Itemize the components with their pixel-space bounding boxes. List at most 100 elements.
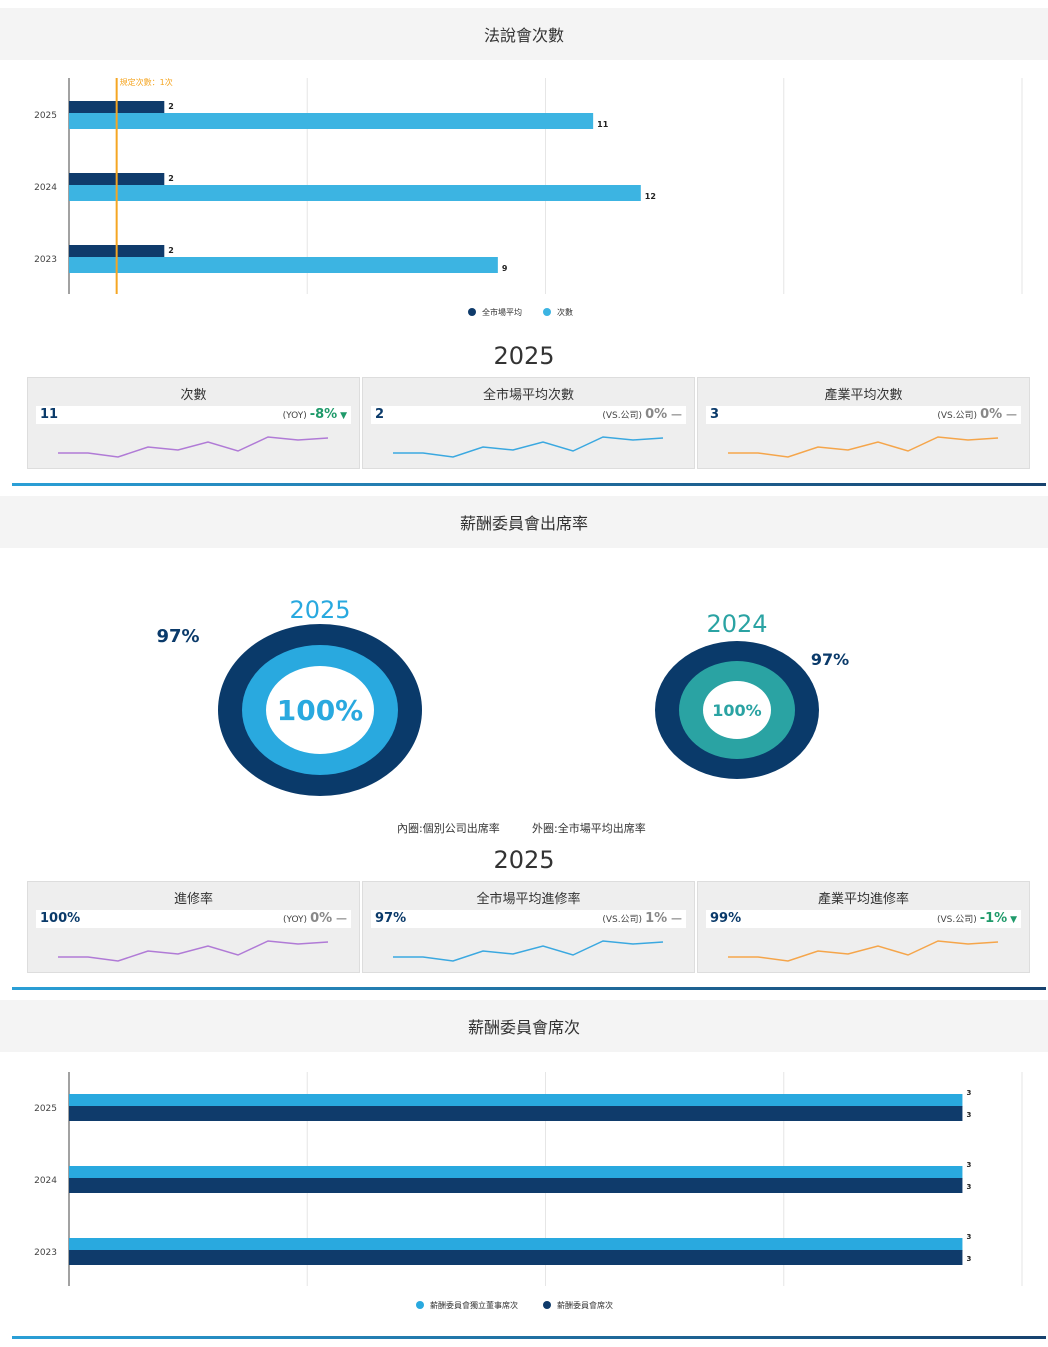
legend-marker (543, 308, 551, 316)
kpi2-year: 2025 (493, 846, 555, 874)
kpi-comparison: (VS.公司) 0% — (602, 407, 682, 422)
seats-bar-chart: 2025 3 3 2024 3 3 2023 3 3 薪酬委員會獨立董事席次 薪酬委員會席次 (34, 1072, 1023, 1310)
bar-count (69, 257, 498, 273)
kpi-title: 產業平均進修率 (817, 892, 909, 907)
kpi-value-row: 3 (VS.公司) 0% — (706, 406, 1021, 424)
kpi-comparison-tag: (YOY) (282, 411, 307, 421)
legend-label: 薪酬委員會席次 (557, 1300, 613, 1310)
kpi-comparison: (VS.公司) 0% — (937, 407, 1017, 422)
y-tick-label: 2024 (34, 1176, 57, 1186)
kpi-comparison: (YOY) -8% ▼ (283, 407, 347, 422)
kpi-sparkline (728, 940, 999, 962)
data-label: 12 (645, 192, 656, 201)
separator (12, 1336, 1046, 1339)
data-label: 2 (168, 102, 174, 111)
dash-icon: — (1002, 408, 1017, 421)
kpi-card: 產業平均次數 3 (VS.公司) 0% — (697, 377, 1030, 469)
kpi-card: 進修率 100% (YOY) 0% — (27, 881, 360, 973)
kpi-comparison-tag: (VS.公司) (602, 411, 643, 421)
kpi-value: 2 (375, 407, 385, 422)
data-label: 3 (966, 1255, 971, 1263)
kpi-comparison-tag: (VS.公司) (936, 915, 977, 925)
y-tick-label: 2025 (34, 1104, 57, 1114)
data-label: 2 (168, 174, 174, 183)
kpi2-row: 進修率 100% (YOY) 0% — 全市場平均進修率 97% (VS.公司) 1% — 產業… (27, 881, 1030, 973)
kpi-value: 99% (710, 911, 742, 926)
legend-marker (468, 308, 476, 316)
legend-label: 全市場平均 (482, 307, 522, 317)
kpi-comparison: (VS.公司) 1% — (602, 911, 682, 926)
legend-marker (543, 1301, 551, 1309)
sparkline-path (58, 940, 329, 962)
y-tick-label: 2025 (34, 111, 57, 121)
kpi-change-pct: -8% (309, 407, 338, 422)
caption-outer: 外圈:全市場平均出席率 (532, 821, 646, 835)
separator (12, 483, 1046, 486)
attendance-chart-area: 100% 2025 97% 100% 2024 97% 內圈:個別公司出席率 外圈:全市場平均… (12, 548, 1048, 848)
kpi-value: 3 (710, 407, 720, 422)
data-label: 3 (966, 1161, 971, 1169)
seats-chart-area: 2025 3 3 2024 3 3 2023 3 3 薪酬委員會獨立董事席次 薪酬委員會席次 (12, 1052, 1048, 1322)
kpi-card: 產業平均進修率 99% (VS.公司) -1% ▼ (697, 881, 1030, 973)
y-tick-label: 2023 (34, 255, 57, 265)
dash-icon: — (332, 912, 347, 925)
sparkline-path (58, 436, 329, 458)
data-label: 3 (966, 1183, 971, 1191)
bar-count (69, 113, 594, 129)
kpi-comparison-tag: (VS.公司) (937, 411, 978, 421)
donut-center (703, 681, 771, 739)
kpi-card: 全市場平均次數 2 (VS.公司) 0% — (362, 377, 695, 469)
inner-value-label: 100% (712, 701, 761, 720)
kpi-value-row: 2 (VS.公司) 0% — (371, 406, 686, 424)
kpi-title: 次數 (180, 388, 207, 403)
data-label: 2 (168, 246, 174, 255)
bar-independent-seats (69, 1238, 963, 1251)
kpi-change-pct: 0% (980, 407, 1003, 422)
kpi1-row: 次數 11 (YOY) -8% ▼ 全市場平均次數 2 (VS.公司) 0% — 產業平均次數 3… (27, 377, 1030, 469)
kpi-change-pct: 1% (645, 911, 668, 926)
bar-independent-seats (69, 1166, 963, 1179)
legend-label: 薪酬委員會獨立董事席次 (430, 1300, 518, 1310)
kpi-value-row: 100% (YOY) 0% — (36, 910, 351, 928)
kpi-value: 11 (40, 407, 59, 422)
bar-independent-seats (69, 1094, 963, 1107)
donut-year-label: 2024 (706, 610, 767, 638)
data-label: 3 (966, 1233, 971, 1241)
section-title-briefings: 法說會次數 (0, 8, 1048, 60)
bar-count (69, 185, 641, 201)
outer-value-label: 97% (156, 626, 199, 647)
section-title-seats: 薪酬委員會席次 (0, 1000, 1048, 1052)
sparkline-path (393, 940, 664, 962)
kpi-comparison: (YOY) 0% — (283, 911, 347, 926)
caption-inner: 內圈:個別公司出席率 (397, 821, 500, 835)
dash-icon: — (667, 408, 682, 421)
legend-label: 次數 (557, 307, 573, 317)
data-label: 9 (502, 264, 508, 273)
y-tick-label: 2023 (34, 1248, 57, 1258)
kpi-comparison-tag: (VS.公司) (602, 915, 643, 925)
triangle-down-icon: ▼ (1007, 915, 1017, 925)
kpi-sparkline (58, 940, 329, 962)
data-label: 11 (597, 120, 609, 129)
kpi-sparkline (393, 436, 664, 458)
data-label: 3 (966, 1111, 971, 1119)
triangle-down-icon: ▼ (337, 411, 347, 421)
kpi-title: 產業平均次數 (824, 388, 903, 403)
briefing-chart-area: 2025 2 11 2024 2 12 2023 2 9 規定次數：1次 全市場平均 次數 (12, 60, 1048, 330)
kpi-title: 全市場平均進修率 (476, 892, 581, 907)
sparkline-path (728, 436, 999, 458)
sparkline-path (393, 436, 664, 458)
kpi-card: 次數 11 (YOY) -8% ▼ (27, 377, 360, 469)
bar-total-seats (69, 1250, 963, 1265)
bar-total-seats (69, 1106, 963, 1121)
legend-marker (416, 1301, 424, 1309)
kpi-change-pct: 0% (310, 911, 333, 926)
y-tick-label: 2024 (34, 183, 57, 193)
sparkline-path (728, 940, 999, 962)
kpi-title: 進修率 (173, 892, 213, 907)
inner-value-label: 100% (277, 694, 364, 727)
kpi-sparkline (393, 940, 664, 962)
section-title-attendance: 薪酬委員會出席率 (0, 496, 1048, 548)
kpi-value-row: 99% (VS.公司) -1% ▼ (706, 910, 1021, 928)
